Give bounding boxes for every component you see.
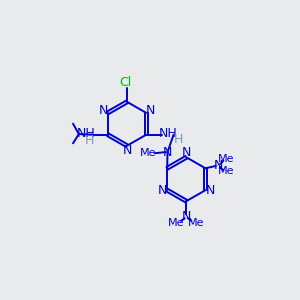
Text: N: N <box>122 144 132 157</box>
Text: Me: Me <box>188 218 204 228</box>
Text: N: N <box>99 103 108 116</box>
Text: N: N <box>182 210 191 223</box>
Text: NH: NH <box>159 127 178 140</box>
Text: N: N <box>206 184 215 197</box>
Text: Me: Me <box>218 154 234 164</box>
Text: H: H <box>174 133 183 146</box>
Text: NH: NH <box>77 127 96 140</box>
Text: Me: Me <box>218 166 234 176</box>
Text: N: N <box>158 184 167 197</box>
Text: Me: Me <box>140 148 157 158</box>
Text: N: N <box>214 159 223 172</box>
Text: Me: Me <box>168 218 185 228</box>
Text: Cl: Cl <box>120 76 132 89</box>
Text: H: H <box>85 134 94 147</box>
Text: N: N <box>163 146 172 159</box>
Text: N: N <box>146 103 155 116</box>
Text: N: N <box>182 146 191 159</box>
